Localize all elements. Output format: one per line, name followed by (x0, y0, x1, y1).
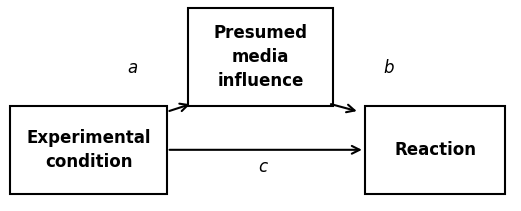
Text: c: c (258, 158, 268, 176)
Text: b: b (383, 58, 393, 77)
FancyBboxPatch shape (188, 8, 333, 106)
Text: Reaction: Reaction (394, 141, 476, 159)
Text: Presumed
media
influence: Presumed media influence (214, 24, 307, 90)
FancyBboxPatch shape (10, 106, 167, 194)
Text: a: a (128, 58, 138, 77)
FancyBboxPatch shape (365, 106, 505, 194)
Text: Experimental
condition: Experimental condition (27, 129, 151, 171)
